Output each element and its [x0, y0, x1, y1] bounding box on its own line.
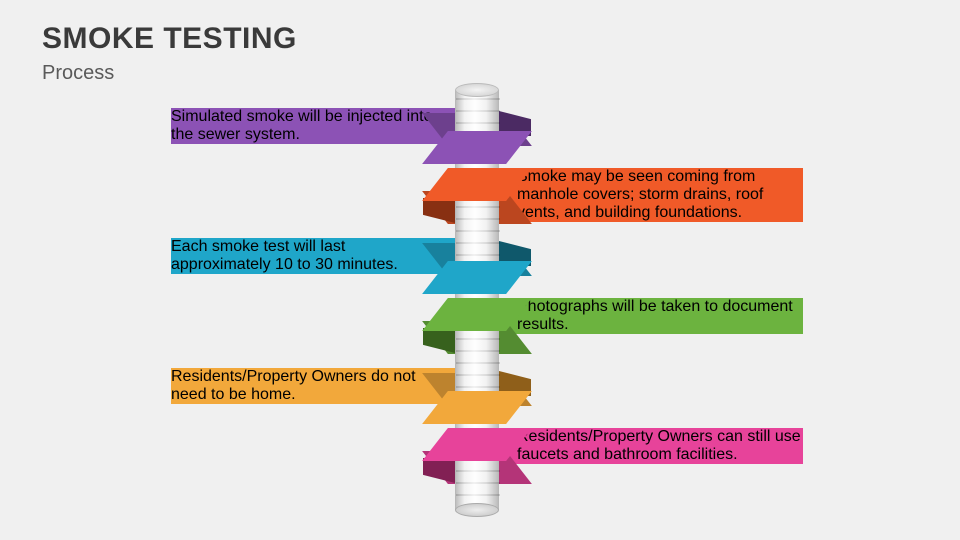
column-stripe	[456, 374, 500, 376]
column-cap-top	[455, 83, 499, 97]
banner-text: Residents/Property Owners can still use …	[517, 428, 801, 463]
ribbon-fold	[423, 198, 459, 224]
column-stripe	[456, 350, 500, 352]
banner-text: Residents/Property Owners do not need to…	[171, 368, 416, 403]
column-stripe	[456, 98, 500, 100]
column-stripe	[456, 254, 500, 256]
banner-flag: Residents/Property Owners can still use …	[491, 428, 803, 464]
banner-flag: Smoke may be seen coming from manhole co…	[491, 168, 803, 222]
ribbon-fold	[423, 328, 459, 354]
column-stripe	[456, 386, 500, 388]
page-title: SMOKE TESTING	[42, 22, 297, 56]
column-stripe	[456, 242, 500, 244]
banner-flag: Simulated smoke will be injected into th…	[171, 108, 463, 144]
column-stripe	[456, 122, 500, 124]
banner-text: Photographs will be taken to document re…	[517, 298, 793, 333]
column-stripe	[456, 494, 500, 496]
banner-text: Simulated smoke will be injected into th…	[171, 108, 432, 143]
banner-flag: Each smoke test will last approximately …	[171, 238, 463, 274]
column-stripe	[456, 482, 500, 484]
banner-flag: Photographs will be taken to document re…	[491, 298, 803, 334]
column-stripe	[456, 230, 500, 232]
column-stripe	[456, 110, 500, 112]
ribbon-fold	[423, 458, 459, 484]
column-cap-bottom	[455, 503, 499, 517]
banner-text: Smoke may be seen coming from manhole co…	[517, 168, 763, 221]
page-subtitle: Process	[42, 62, 114, 85]
column-stripe	[456, 362, 500, 364]
banner-flag: Residents/Property Owners do not need to…	[171, 368, 463, 404]
banner-text: Each smoke test will last approximately …	[171, 238, 398, 273]
column-stripe	[456, 470, 500, 472]
column-stripe	[456, 218, 500, 220]
column-stripe	[456, 338, 500, 340]
column-stripe	[456, 206, 500, 208]
